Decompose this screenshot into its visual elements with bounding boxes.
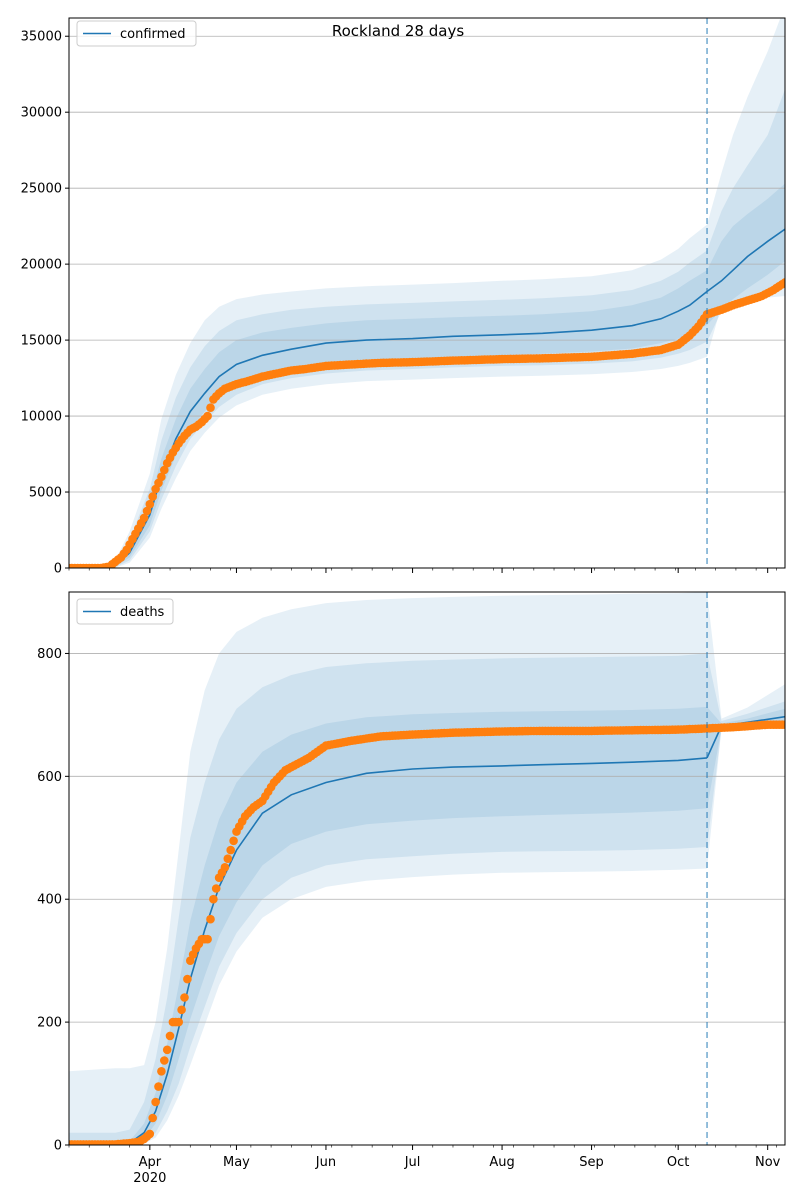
confirmed-y-tick-label: 0 — [54, 562, 62, 577]
deaths-observed-point — [177, 1005, 186, 1015]
confirmed-legend: confirmed — [76, 20, 197, 47]
deaths-y-tick-label: 200 — [37, 1016, 62, 1031]
deaths-observed-point — [148, 1113, 157, 1123]
deaths-x-tick-label: Aug — [489, 1155, 514, 1170]
confirmed-observed-point — [203, 411, 212, 421]
deaths-observed-point — [211, 884, 221, 893]
deaths-observed-points — [69, 720, 785, 1145]
deaths-x-tick-label: Jul — [404, 1155, 421, 1170]
deaths-observed-point — [180, 993, 189, 1002]
deaths-observed-point — [165, 1031, 175, 1041]
deaths-observed-point — [229, 836, 238, 846]
deaths-observed-point — [209, 894, 218, 904]
deaths-x-tick-label: Apr — [139, 1155, 162, 1170]
deaths-y-tick-label: 800 — [37, 647, 62, 662]
deaths-observed-point — [160, 1056, 169, 1065]
deaths-x-tick-sublabel: 2020 — [133, 1171, 166, 1186]
confirmed-model-median-fit — [69, 290, 708, 568]
confirmed-observed-points — [69, 278, 785, 568]
confirmed-y-axis: 0 5000 10000 15000 20000 25000 30000 35000 — [21, 30, 69, 577]
deaths-observed-point — [206, 914, 215, 924]
confirmed-observed-point — [206, 403, 215, 413]
deaths-observed-point — [154, 1082, 163, 1091]
deaths-x-tick-label: Jun — [315, 1155, 336, 1170]
deaths-observed-point — [183, 974, 192, 984]
deaths-observed-point — [226, 845, 235, 855]
deaths-x-tick-label: Oct — [667, 1155, 689, 1170]
deaths-observed-point — [162, 1045, 172, 1055]
deaths-observed-point — [157, 1067, 166, 1076]
confirmed-band-outer — [69, 18, 785, 568]
figure-title: Rockland 28 days — [332, 22, 464, 40]
deaths-legend-box — [76, 598, 174, 625]
confirmed-panel: 0 5000 10000 15000 20000 25000 30000 35000 conf… — [21, 17, 786, 577]
confirmed-observed-point — [148, 492, 157, 501]
confirmed-y-tick-label: 35000 — [21, 30, 62, 45]
confirmed-model-median-forecast — [706, 228, 785, 293]
confirmed-y-tick-label: 15000 — [21, 334, 62, 349]
deaths-observed-point — [174, 1017, 183, 1027]
deaths-legend-label: deaths — [120, 605, 165, 620]
confirmed-y-tick-label: 25000 — [21, 182, 62, 197]
confirmed-observed-point — [142, 506, 152, 516]
deaths-y-axis: 0 200 400 600 800 — [37, 647, 69, 1154]
confirmed-y-tick-label: 30000 — [21, 106, 62, 121]
confirmed-observed-point — [139, 513, 149, 523]
deaths-y-tick-label: 0 — [54, 1139, 62, 1154]
confirmed-axes-frame — [68, 17, 786, 569]
deaths-observed-point — [223, 854, 233, 863]
deaths-observed-point — [203, 934, 212, 944]
deaths-legend: deaths — [76, 598, 174, 625]
deaths-x-tick-label: Nov — [755, 1155, 781, 1170]
confirmed-observed-point — [160, 465, 169, 475]
confirmed-band-mid — [69, 89, 785, 568]
confirmed-legend-label: confirmed — [120, 27, 186, 42]
confirmed-y-tick-label: 5000 — [29, 486, 62, 501]
confirmed-observed-point — [145, 499, 155, 509]
deaths-x-tick-label: May — [223, 1155, 250, 1170]
deaths-x-tick-label: Sep — [579, 1155, 604, 1170]
confirmed-observed-point — [157, 472, 166, 482]
confirmed-y-tick-label: 10000 — [21, 410, 62, 425]
deaths-observed-point — [220, 863, 230, 872]
confirmed-observed-point — [780, 278, 785, 287]
deaths-observed-point — [780, 720, 785, 729]
deaths-observed-point — [145, 1129, 155, 1139]
confirmed-y-tick-label: 20000 — [21, 258, 62, 273]
deaths-axes-frame — [68, 591, 786, 1146]
deaths-observed-point — [151, 1097, 160, 1107]
deaths-y-tick-label: 400 — [37, 893, 62, 908]
deaths-y-tick-label: 600 — [37, 770, 62, 785]
confirmed-x-axis — [68, 568, 777, 573]
confirmed-legend-box — [76, 20, 197, 47]
confirmed-model-line — [69, 228, 785, 568]
